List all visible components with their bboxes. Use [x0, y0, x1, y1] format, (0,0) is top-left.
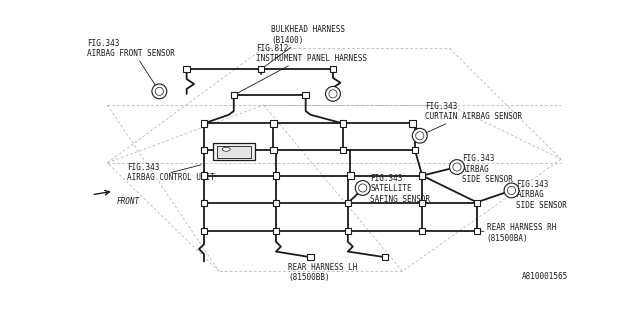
Bar — [340, 120, 346, 127]
Text: FIG.343
AIRBAG CONTROL UNIT: FIG.343 AIRBAG CONTROL UNIT — [127, 163, 215, 182]
Bar — [201, 120, 207, 127]
Bar — [419, 200, 426, 206]
Bar — [344, 200, 351, 206]
Bar — [409, 120, 415, 127]
Ellipse shape — [453, 163, 461, 171]
Text: FIG.343
CURTAIN AIRBAG SENSOR: FIG.343 CURTAIN AIRBAG SENSOR — [422, 101, 522, 135]
Text: FIG.343
SATELLITE
SAFING SENSOR: FIG.343 SATELLITE SAFING SENSOR — [365, 174, 430, 204]
Bar — [303, 92, 309, 98]
Text: FIG.343
AIRBAG
SIDE SENSOR: FIG.343 AIRBAG SIDE SENSOR — [457, 154, 513, 184]
Ellipse shape — [156, 87, 163, 95]
Ellipse shape — [355, 180, 370, 195]
Bar — [474, 200, 480, 206]
Bar — [382, 254, 388, 260]
FancyBboxPatch shape — [217, 146, 251, 158]
FancyBboxPatch shape — [212, 143, 255, 160]
Circle shape — [222, 147, 230, 151]
Bar — [273, 200, 279, 206]
Bar — [201, 228, 207, 234]
Ellipse shape — [508, 186, 516, 195]
Text: BULKHEAD HARNESS
(B1400): BULKHEAD HARNESS (B1400) — [263, 25, 345, 68]
Text: FIG.343
AIRBAG
SIDE SENSOR: FIG.343 AIRBAG SIDE SENSOR — [511, 180, 567, 210]
Ellipse shape — [326, 86, 340, 101]
Bar — [230, 92, 237, 98]
Bar — [201, 200, 207, 206]
Bar — [270, 120, 276, 127]
Text: FRONT: FRONT — [116, 197, 140, 206]
Ellipse shape — [449, 160, 465, 174]
Ellipse shape — [504, 183, 519, 198]
Bar — [340, 147, 346, 153]
Bar — [270, 147, 276, 153]
Text: FIG.343
AIRBAG FRONT SENSOR: FIG.343 AIRBAG FRONT SENSOR — [88, 39, 175, 89]
Bar — [184, 66, 190, 72]
Bar — [201, 172, 207, 179]
Ellipse shape — [329, 90, 337, 98]
Bar — [412, 147, 418, 153]
Text: REAR HARNESS RH
(81500BA): REAR HARNESS RH (81500BA) — [479, 223, 556, 243]
Ellipse shape — [358, 184, 367, 192]
Bar — [258, 66, 264, 72]
Bar — [419, 228, 426, 234]
Bar — [273, 172, 279, 179]
Text: REAR HARNESS LH
(81500BB): REAR HARNESS LH (81500BB) — [288, 259, 358, 282]
Text: A810001565: A810001565 — [522, 272, 568, 281]
Bar — [330, 66, 336, 72]
Bar — [347, 172, 353, 179]
Ellipse shape — [412, 128, 428, 143]
Bar — [344, 228, 351, 234]
Ellipse shape — [415, 132, 424, 140]
Bar — [419, 172, 426, 179]
Bar — [474, 228, 480, 234]
Bar — [273, 228, 279, 234]
Text: FIG.812
INSTRUMENT PANEL HARNESS: FIG.812 INSTRUMENT PANEL HARNESS — [236, 44, 367, 94]
Bar — [307, 254, 314, 260]
Ellipse shape — [152, 84, 167, 99]
Bar — [201, 147, 207, 153]
